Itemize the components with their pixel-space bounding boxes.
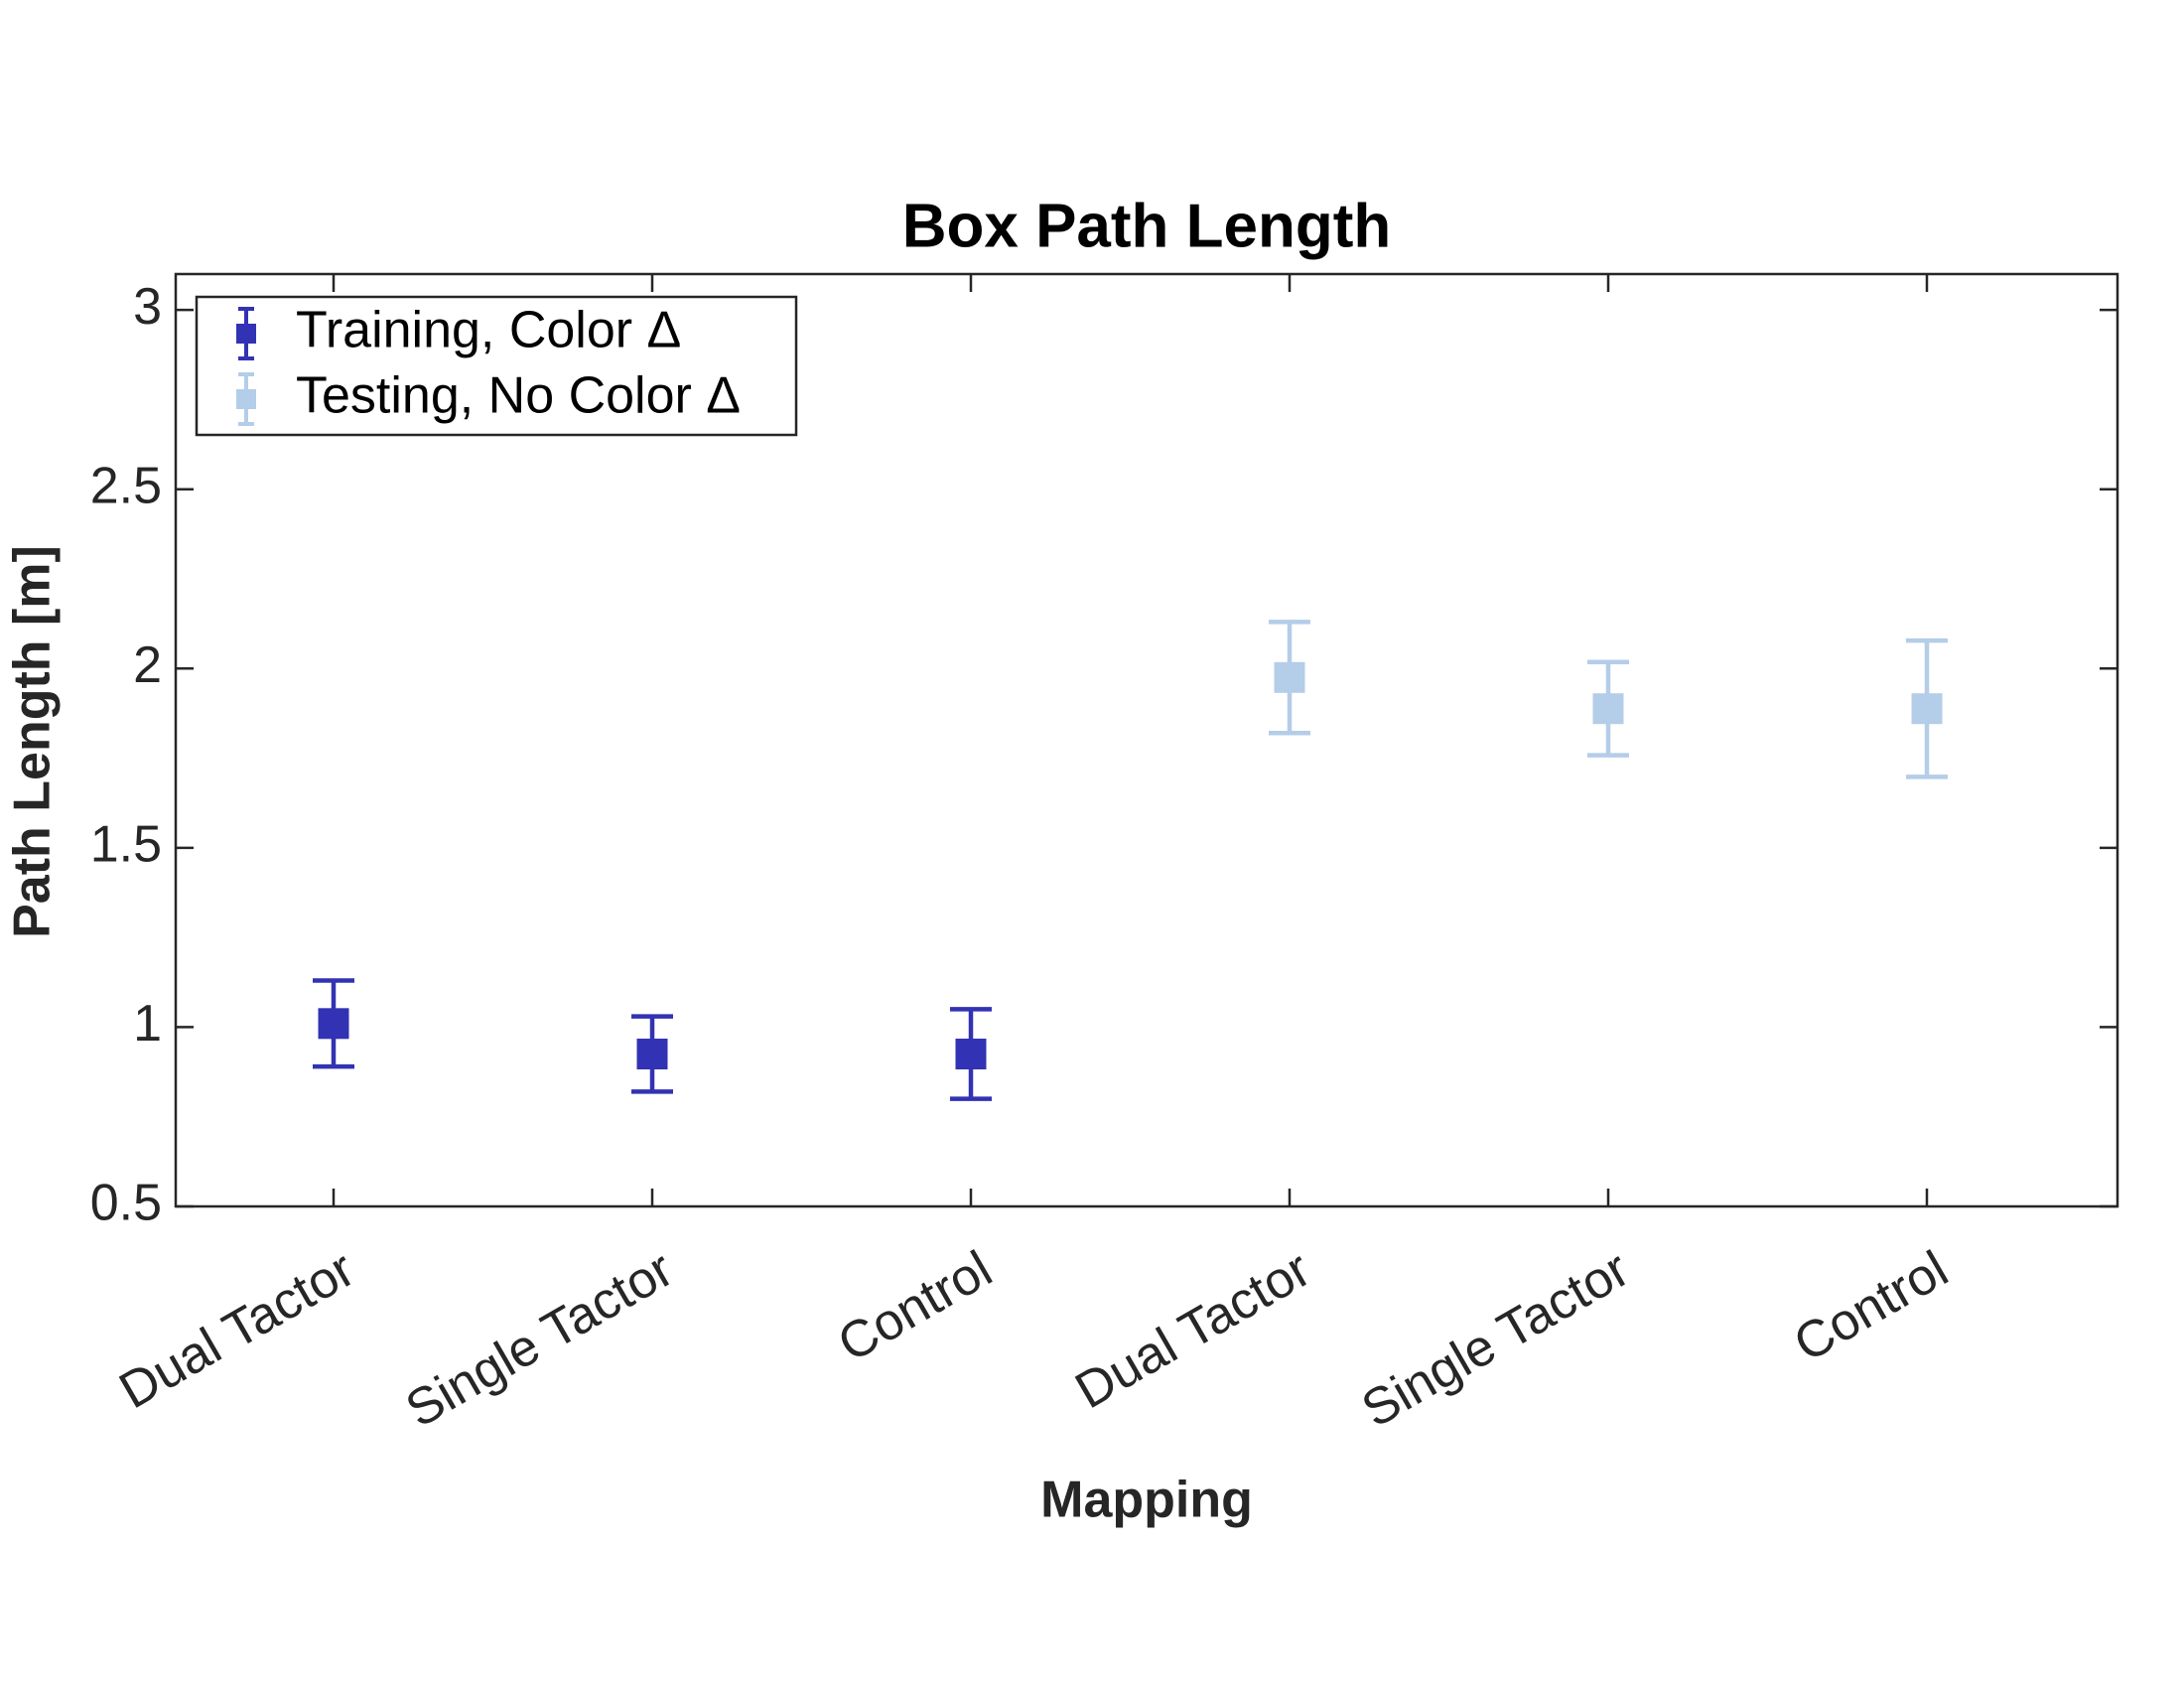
x-axis-label: Mapping — [1040, 1472, 1253, 1529]
chart-title: Box Path Length — [902, 192, 1392, 260]
y-tick-label: 1.5 — [90, 816, 162, 874]
y-tick-label: 0.5 — [90, 1175, 162, 1232]
marker — [955, 1039, 987, 1070]
plot-frame — [174, 272, 2119, 1208]
marker — [1274, 661, 1305, 693]
marker — [1592, 693, 1624, 725]
legend-icon — [236, 389, 256, 409]
y-tick-label: 2.5 — [90, 457, 162, 514]
legend-icon — [236, 324, 256, 344]
y-axis-label: Path Length [m] — [4, 545, 62, 938]
marker — [636, 1039, 668, 1070]
marker — [1911, 693, 1943, 725]
legend-label: Testing, No Color Δ — [296, 367, 741, 425]
y-tick-label: 1 — [133, 995, 162, 1053]
marker — [318, 1008, 349, 1040]
legend-box — [195, 295, 798, 437]
y-tick-label: 3 — [133, 278, 162, 336]
y-tick-label: 2 — [133, 636, 162, 694]
legend-label: Training, Color Δ — [296, 302, 681, 359]
